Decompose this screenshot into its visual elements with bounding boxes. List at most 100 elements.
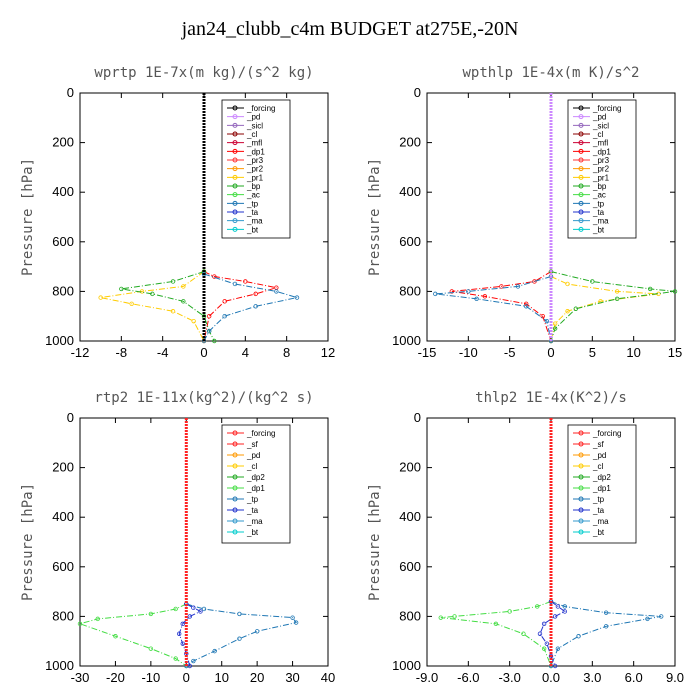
x-tick-label: 15 xyxy=(668,345,682,360)
y-tick-label: 400 xyxy=(52,184,74,199)
x-tick-label: 10 xyxy=(626,345,640,360)
legend-marker xyxy=(578,105,584,111)
data-point xyxy=(548,653,554,659)
legend-entry: _pr3 xyxy=(592,156,610,165)
data-point xyxy=(449,289,454,294)
y-tick-label: 1000 xyxy=(392,333,421,348)
legend-marker xyxy=(578,166,584,172)
legend-entry: _ma xyxy=(246,517,263,526)
x-tick-label: -12 xyxy=(71,345,90,360)
legend-entry: _cl xyxy=(246,130,257,139)
legend-entry: _mfl xyxy=(592,139,608,148)
legend-entry: _forcing xyxy=(592,104,621,113)
data-point xyxy=(573,306,578,311)
legend-entry: _pd xyxy=(592,451,606,460)
x-tick-label: -10 xyxy=(141,670,160,685)
data-point xyxy=(515,284,521,289)
legend-entry: _dp1 xyxy=(592,147,611,156)
legend-entry: _bp xyxy=(592,182,607,191)
legend-marker xyxy=(232,452,238,458)
legend-entry: _bt xyxy=(246,528,259,537)
data-point xyxy=(555,604,561,609)
x-tick-label: 8 xyxy=(283,345,290,360)
legend-entry: _mfl xyxy=(246,139,262,148)
data-point xyxy=(555,646,561,651)
panel-title: wprtp 1E-7x(m kg)/(s^2 kg) xyxy=(94,65,313,81)
legend-entry: _dp2 xyxy=(592,473,611,482)
panel-title: wpthlp 1E-4x(m K)/s^2 xyxy=(462,65,639,81)
legend-marker xyxy=(578,496,584,502)
legend-marker xyxy=(232,174,238,180)
data-point xyxy=(113,634,118,639)
x-tick-label: -20 xyxy=(106,670,125,685)
legend-entry: _tp xyxy=(246,495,259,504)
legend-entry: _forcing xyxy=(246,429,275,438)
data-point xyxy=(648,286,653,292)
y-axis-label: Pressure [hPa] xyxy=(20,158,36,276)
data-point xyxy=(532,279,537,284)
data-point xyxy=(474,296,479,302)
data-point xyxy=(119,286,124,292)
legend-marker xyxy=(578,157,584,163)
legend-marker xyxy=(578,452,584,458)
legend-marker xyxy=(232,140,238,146)
legend-entry: _forcing xyxy=(592,429,621,438)
x-tick-label: 0 xyxy=(200,345,207,360)
legend-entry: _cl xyxy=(592,130,603,139)
x-tick-label: 4 xyxy=(242,345,249,360)
legend-marker xyxy=(232,131,238,137)
y-tick-label: 200 xyxy=(52,135,74,150)
data-point xyxy=(222,314,227,319)
data-point xyxy=(540,314,545,319)
series-line xyxy=(203,273,298,342)
legend-entry: _pd xyxy=(246,113,260,122)
data-point xyxy=(493,621,499,627)
legend-entry: _pd xyxy=(592,113,606,122)
y-tick-label: 0 xyxy=(414,410,421,425)
x-tick-label: -3.0 xyxy=(498,670,520,685)
legend-marker xyxy=(578,131,584,137)
data-point xyxy=(198,609,203,614)
panel-title: thlp2 1E-4x(K^2)/s xyxy=(475,390,627,406)
x-tick-label: -5 xyxy=(504,345,516,360)
legend-marker xyxy=(578,183,584,189)
legend-marker xyxy=(232,209,238,215)
data-point xyxy=(212,648,217,654)
data-point xyxy=(590,279,595,284)
legend-entry: _ma xyxy=(246,217,263,226)
legend-marker xyxy=(232,463,238,469)
y-tick-label: 200 xyxy=(399,135,421,150)
data-point xyxy=(552,321,558,326)
y-tick-label: 800 xyxy=(399,608,421,623)
data-point xyxy=(541,621,547,627)
data-point xyxy=(98,295,103,300)
data-point xyxy=(237,611,242,617)
data-point xyxy=(173,656,178,661)
y-tick-label: 800 xyxy=(52,283,74,298)
x-tick-label: -15 xyxy=(418,345,437,360)
y-tick-label: 0 xyxy=(67,410,74,425)
data-point xyxy=(181,284,186,289)
legend-entry: _tp xyxy=(592,199,605,208)
legend-marker xyxy=(232,529,238,535)
x-tick-label: -6.0 xyxy=(457,670,479,685)
legend-marker xyxy=(578,148,584,154)
legend-entry: _ma xyxy=(592,517,609,526)
series-line xyxy=(121,271,215,342)
y-axis-label: Pressure [hPa] xyxy=(367,483,383,601)
data-point xyxy=(253,304,258,309)
x-tick-label: 10 xyxy=(214,670,228,685)
data-point xyxy=(243,279,248,284)
legend-entry: _dp2 xyxy=(246,473,265,482)
legend-entry: _sicl xyxy=(592,121,609,130)
legend-entry: _cl xyxy=(592,462,603,471)
data-point xyxy=(614,296,620,302)
data-point xyxy=(466,289,471,294)
data-point xyxy=(201,271,207,277)
plot-frame xyxy=(79,417,329,667)
x-tick-label: 0 xyxy=(183,670,190,685)
legend-entry: _ta xyxy=(246,208,259,217)
y-tick-label: 600 xyxy=(52,234,74,249)
data-point xyxy=(222,299,227,304)
legend-entry: _dp1 xyxy=(246,147,265,156)
